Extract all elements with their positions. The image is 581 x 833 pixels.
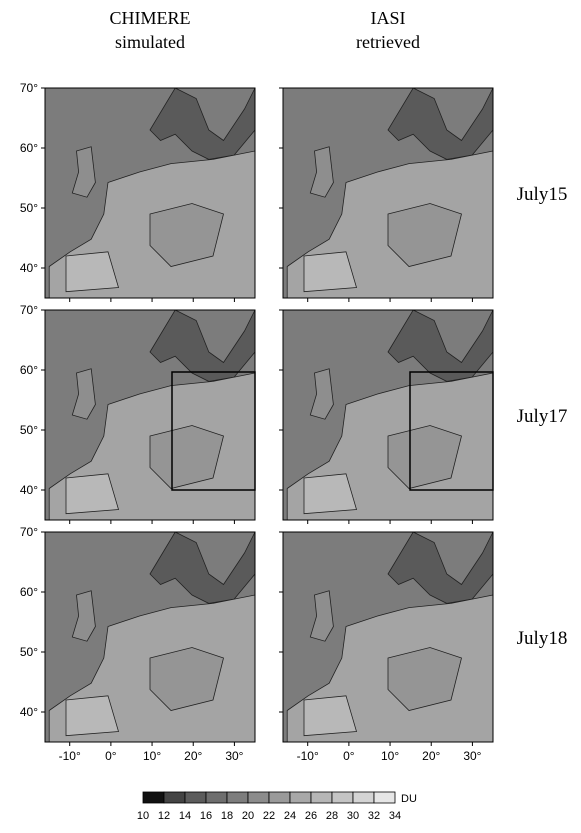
row-label: July17: [517, 406, 568, 427]
land: [71, 590, 96, 642]
land: [149, 647, 224, 711]
colorbar-box: [205, 791, 228, 804]
colorbar-box: [289, 791, 312, 804]
colorbar-box: [247, 791, 270, 804]
map-panel: [279, 87, 494, 302]
lon-tick-label: 20°: [184, 749, 202, 763]
land: [303, 695, 358, 737]
lon-tick-label: 20°: [422, 749, 440, 763]
land: [149, 309, 256, 382]
colorbar-label: 32: [368, 810, 380, 822]
land: [71, 146, 96, 198]
lat-tick-label: 60°: [20, 585, 38, 599]
lat-tick-label: 70°: [20, 81, 38, 95]
lon-tick-label: 0°: [343, 749, 355, 763]
colorbar-box: [331, 791, 354, 804]
colorbar-box: [352, 791, 375, 804]
colorbar-box: [373, 791, 396, 804]
land: [309, 368, 334, 420]
land: [303, 251, 358, 293]
column-subtitle: retrieved: [356, 32, 420, 52]
land: [65, 251, 120, 293]
map-frame: [282, 531, 494, 743]
land: [149, 425, 224, 489]
colorbar-label: 12: [158, 810, 170, 822]
land: [65, 473, 120, 515]
colorbar-label: 26: [305, 810, 317, 822]
lon-tick-label: 10°: [381, 749, 399, 763]
map-panel: [279, 309, 494, 524]
lon-tick-label: -10°: [59, 749, 81, 763]
map-panel: 70° 60° 50° 40° -10° 0° 10° 20° 30°: [20, 525, 256, 763]
map-frame: [44, 531, 256, 743]
lat-tick-label: 60°: [20, 141, 38, 155]
colorbar-box: [310, 791, 333, 804]
colorbar-label: 18: [221, 810, 233, 822]
land: [71, 368, 96, 420]
highlight-box: [171, 371, 256, 491]
land: [387, 425, 462, 489]
land: [149, 87, 256, 160]
colorbar-label: 10: [137, 810, 149, 822]
lat-tick-label: 40°: [20, 261, 38, 275]
colorbar-label: 20: [242, 810, 254, 822]
lon-tick-label: 30°: [225, 749, 243, 763]
map-frame: [282, 87, 494, 299]
lat-tick-label: 50°: [20, 423, 38, 437]
column-subtitle: simulated: [115, 32, 185, 52]
lat-tick-label: 40°: [20, 705, 38, 719]
lon-tick-label: 30°: [463, 749, 481, 763]
lon-tick-label: 0°: [105, 749, 117, 763]
land: [387, 531, 494, 604]
row-label: July15: [517, 184, 568, 205]
land: [65, 695, 120, 737]
map-panel: -10° 0° 10° 20° 30°: [279, 531, 494, 763]
colorbar-box: [163, 791, 186, 804]
land: [303, 473, 358, 515]
colorbar-box: [226, 791, 249, 804]
land: [149, 531, 256, 604]
colorbar-label: 16: [200, 810, 212, 822]
lat-tick-label: 70°: [20, 525, 38, 539]
colorbar-label: 24: [284, 810, 296, 822]
land: [309, 590, 334, 642]
lat-tick-label: 40°: [20, 483, 38, 497]
lon-tick-label: 10°: [143, 749, 161, 763]
column-title: IASI: [371, 8, 406, 28]
lat-tick-label: 60°: [20, 363, 38, 377]
land: [149, 203, 224, 267]
colorbar-box: [184, 791, 207, 804]
lat-tick-label: 50°: [20, 201, 38, 215]
land: [387, 309, 494, 382]
colorbar-box: [142, 791, 165, 804]
colorbar-box: [268, 791, 291, 804]
colorbar-label: 14: [179, 810, 191, 822]
lat-tick-label: 50°: [20, 645, 38, 659]
map-frame: [44, 87, 256, 299]
lon-tick-label: -10°: [297, 749, 319, 763]
row-label: July18: [517, 628, 568, 649]
map-panel: 70° 60° 50° 40°: [20, 303, 256, 524]
colorbar-label: 28: [326, 810, 338, 822]
land: [387, 87, 494, 160]
colorbar-unit: DU: [401, 793, 417, 805]
colorbar-label: 34: [389, 810, 401, 822]
highlight-box: [409, 371, 494, 491]
land: [387, 203, 462, 267]
map-panel: 70° 60° 50° 40°: [20, 81, 256, 302]
colorbar-label: 22: [263, 810, 275, 822]
colorbar-label: 30: [347, 810, 359, 822]
column-title: CHIMERE: [110, 8, 191, 28]
land: [309, 146, 334, 198]
land: [387, 647, 462, 711]
lat-tick-label: 70°: [20, 303, 38, 317]
